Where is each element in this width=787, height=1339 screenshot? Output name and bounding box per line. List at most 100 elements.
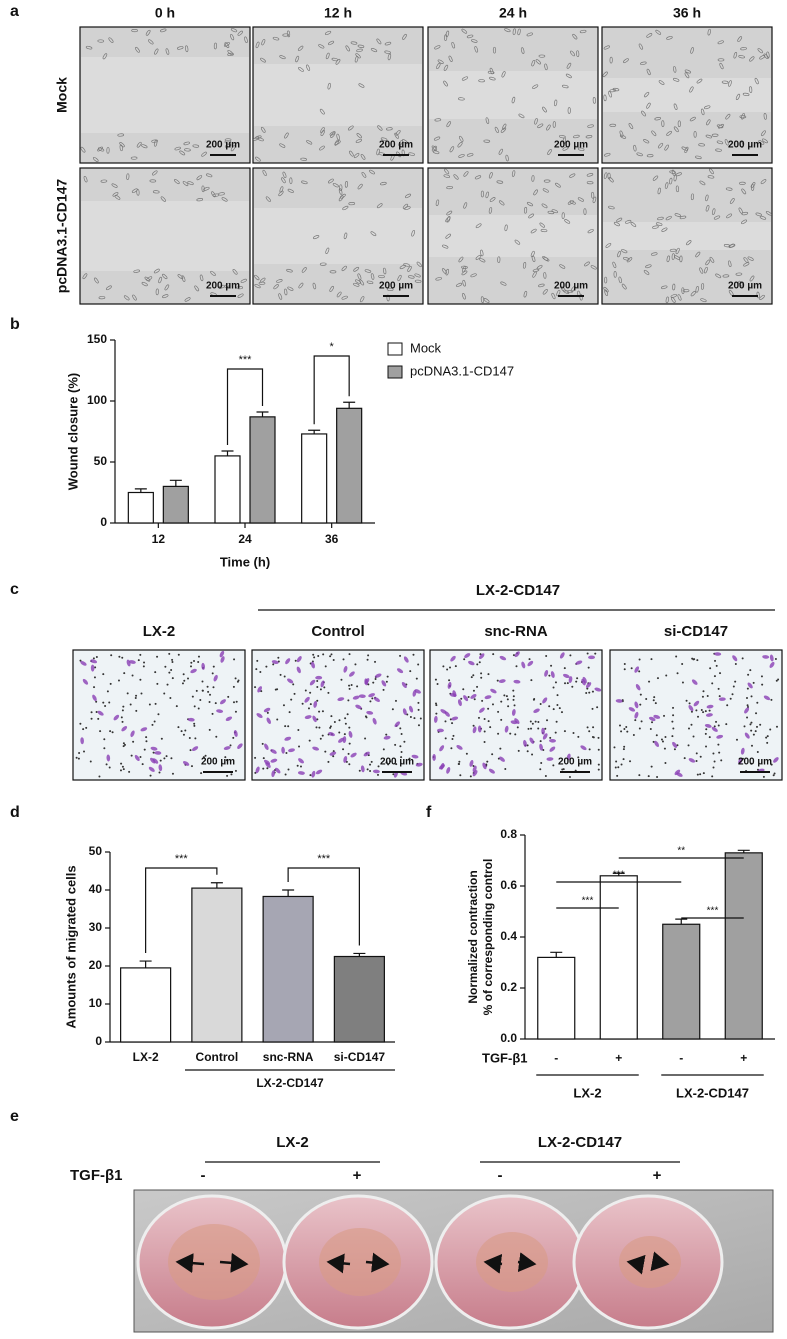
stained-cell: [585, 682, 592, 689]
pore: [634, 719, 637, 722]
pore: [528, 658, 531, 661]
pore: [469, 775, 472, 778]
pore: [671, 735, 674, 738]
cell: [757, 48, 764, 54]
stained-cell: [479, 707, 485, 713]
cell: [342, 205, 349, 211]
cell: [176, 46, 184, 50]
pore: [391, 708, 394, 711]
stained-cell: [310, 661, 315, 669]
pore: [743, 725, 746, 728]
pore: [385, 761, 388, 764]
stained-cell: [550, 671, 555, 678]
scale-bar-label: 200 µm: [206, 281, 240, 292]
scale-bar-label: 200 µm: [728, 281, 762, 292]
cell: [760, 179, 767, 185]
pore: [95, 711, 98, 714]
x-tick-label: Control: [196, 1050, 239, 1064]
cell: [471, 39, 478, 43]
stained-cell: [255, 766, 260, 774]
cell: [227, 52, 234, 57]
pore: [459, 774, 462, 777]
scale-bar-label: 200 µm: [738, 757, 772, 768]
pore: [342, 748, 345, 751]
stained-cell: [674, 769, 681, 776]
cell: [395, 130, 401, 136]
cell: [301, 267, 307, 273]
pore: [356, 685, 359, 688]
pore: [165, 755, 168, 758]
cell: [666, 131, 672, 136]
pore: [299, 765, 302, 768]
legend-label: Mock: [410, 340, 442, 355]
pore: [512, 695, 515, 698]
cell: [512, 28, 516, 36]
pore: [435, 704, 438, 707]
pore: [348, 726, 351, 729]
pore: [749, 669, 752, 672]
stained-cell: [529, 737, 535, 744]
scale-bar-label: 200 µm: [554, 140, 588, 151]
gel: [168, 1224, 260, 1300]
pore: [476, 685, 479, 688]
cell: [435, 277, 442, 281]
arrow: [483, 1253, 503, 1274]
cell: [559, 135, 566, 139]
row-label: Mock: [54, 77, 70, 113]
error-bar: [210, 882, 223, 889]
pore: [690, 723, 693, 726]
pore: [102, 673, 105, 676]
pore: [148, 703, 151, 706]
cell: [604, 152, 611, 157]
y-tick-label: 30: [89, 920, 103, 934]
cell: [185, 45, 189, 53]
pore: [735, 738, 738, 741]
pore: [154, 671, 157, 674]
pore: [175, 705, 178, 708]
gel: [619, 1236, 681, 1288]
pore: [529, 720, 532, 723]
cell: [675, 247, 680, 255]
cell: [530, 228, 537, 234]
pore: [564, 682, 567, 685]
cell: [591, 191, 595, 199]
stained-cell: [134, 754, 140, 761]
stained-cell: [396, 668, 404, 674]
pore: [690, 710, 693, 713]
pore: [111, 731, 114, 734]
pore: [366, 768, 369, 771]
pore: [103, 747, 106, 750]
pore: [714, 659, 717, 662]
pore: [118, 655, 121, 658]
pore: [531, 722, 534, 725]
cell: [174, 146, 181, 151]
cell: [183, 141, 190, 146]
pore: [340, 678, 343, 681]
row-label: pcDNA3.1-CD147: [54, 179, 70, 294]
pore: [108, 766, 111, 769]
stained-cell: [121, 725, 128, 732]
cell: [542, 256, 549, 261]
pore: [236, 680, 239, 683]
pore: [323, 686, 326, 689]
error-bar: [675, 918, 688, 925]
panel-letter: c: [10, 581, 19, 598]
pore: [675, 655, 678, 658]
pore: [540, 761, 543, 764]
cell: [289, 177, 293, 185]
pore: [347, 752, 350, 755]
cell: [94, 277, 99, 284]
cell: [530, 250, 535, 258]
cell: [123, 295, 130, 301]
cell: [295, 55, 300, 63]
stained-cell: [284, 736, 292, 741]
pore: [480, 676, 483, 679]
arrow: [175, 1253, 205, 1274]
cell: [380, 137, 388, 142]
panel-letter: d: [10, 804, 20, 821]
pore: [750, 762, 753, 765]
pore: [395, 763, 398, 766]
pore: [153, 720, 156, 723]
pore: [225, 759, 228, 762]
cell: [567, 200, 574, 205]
